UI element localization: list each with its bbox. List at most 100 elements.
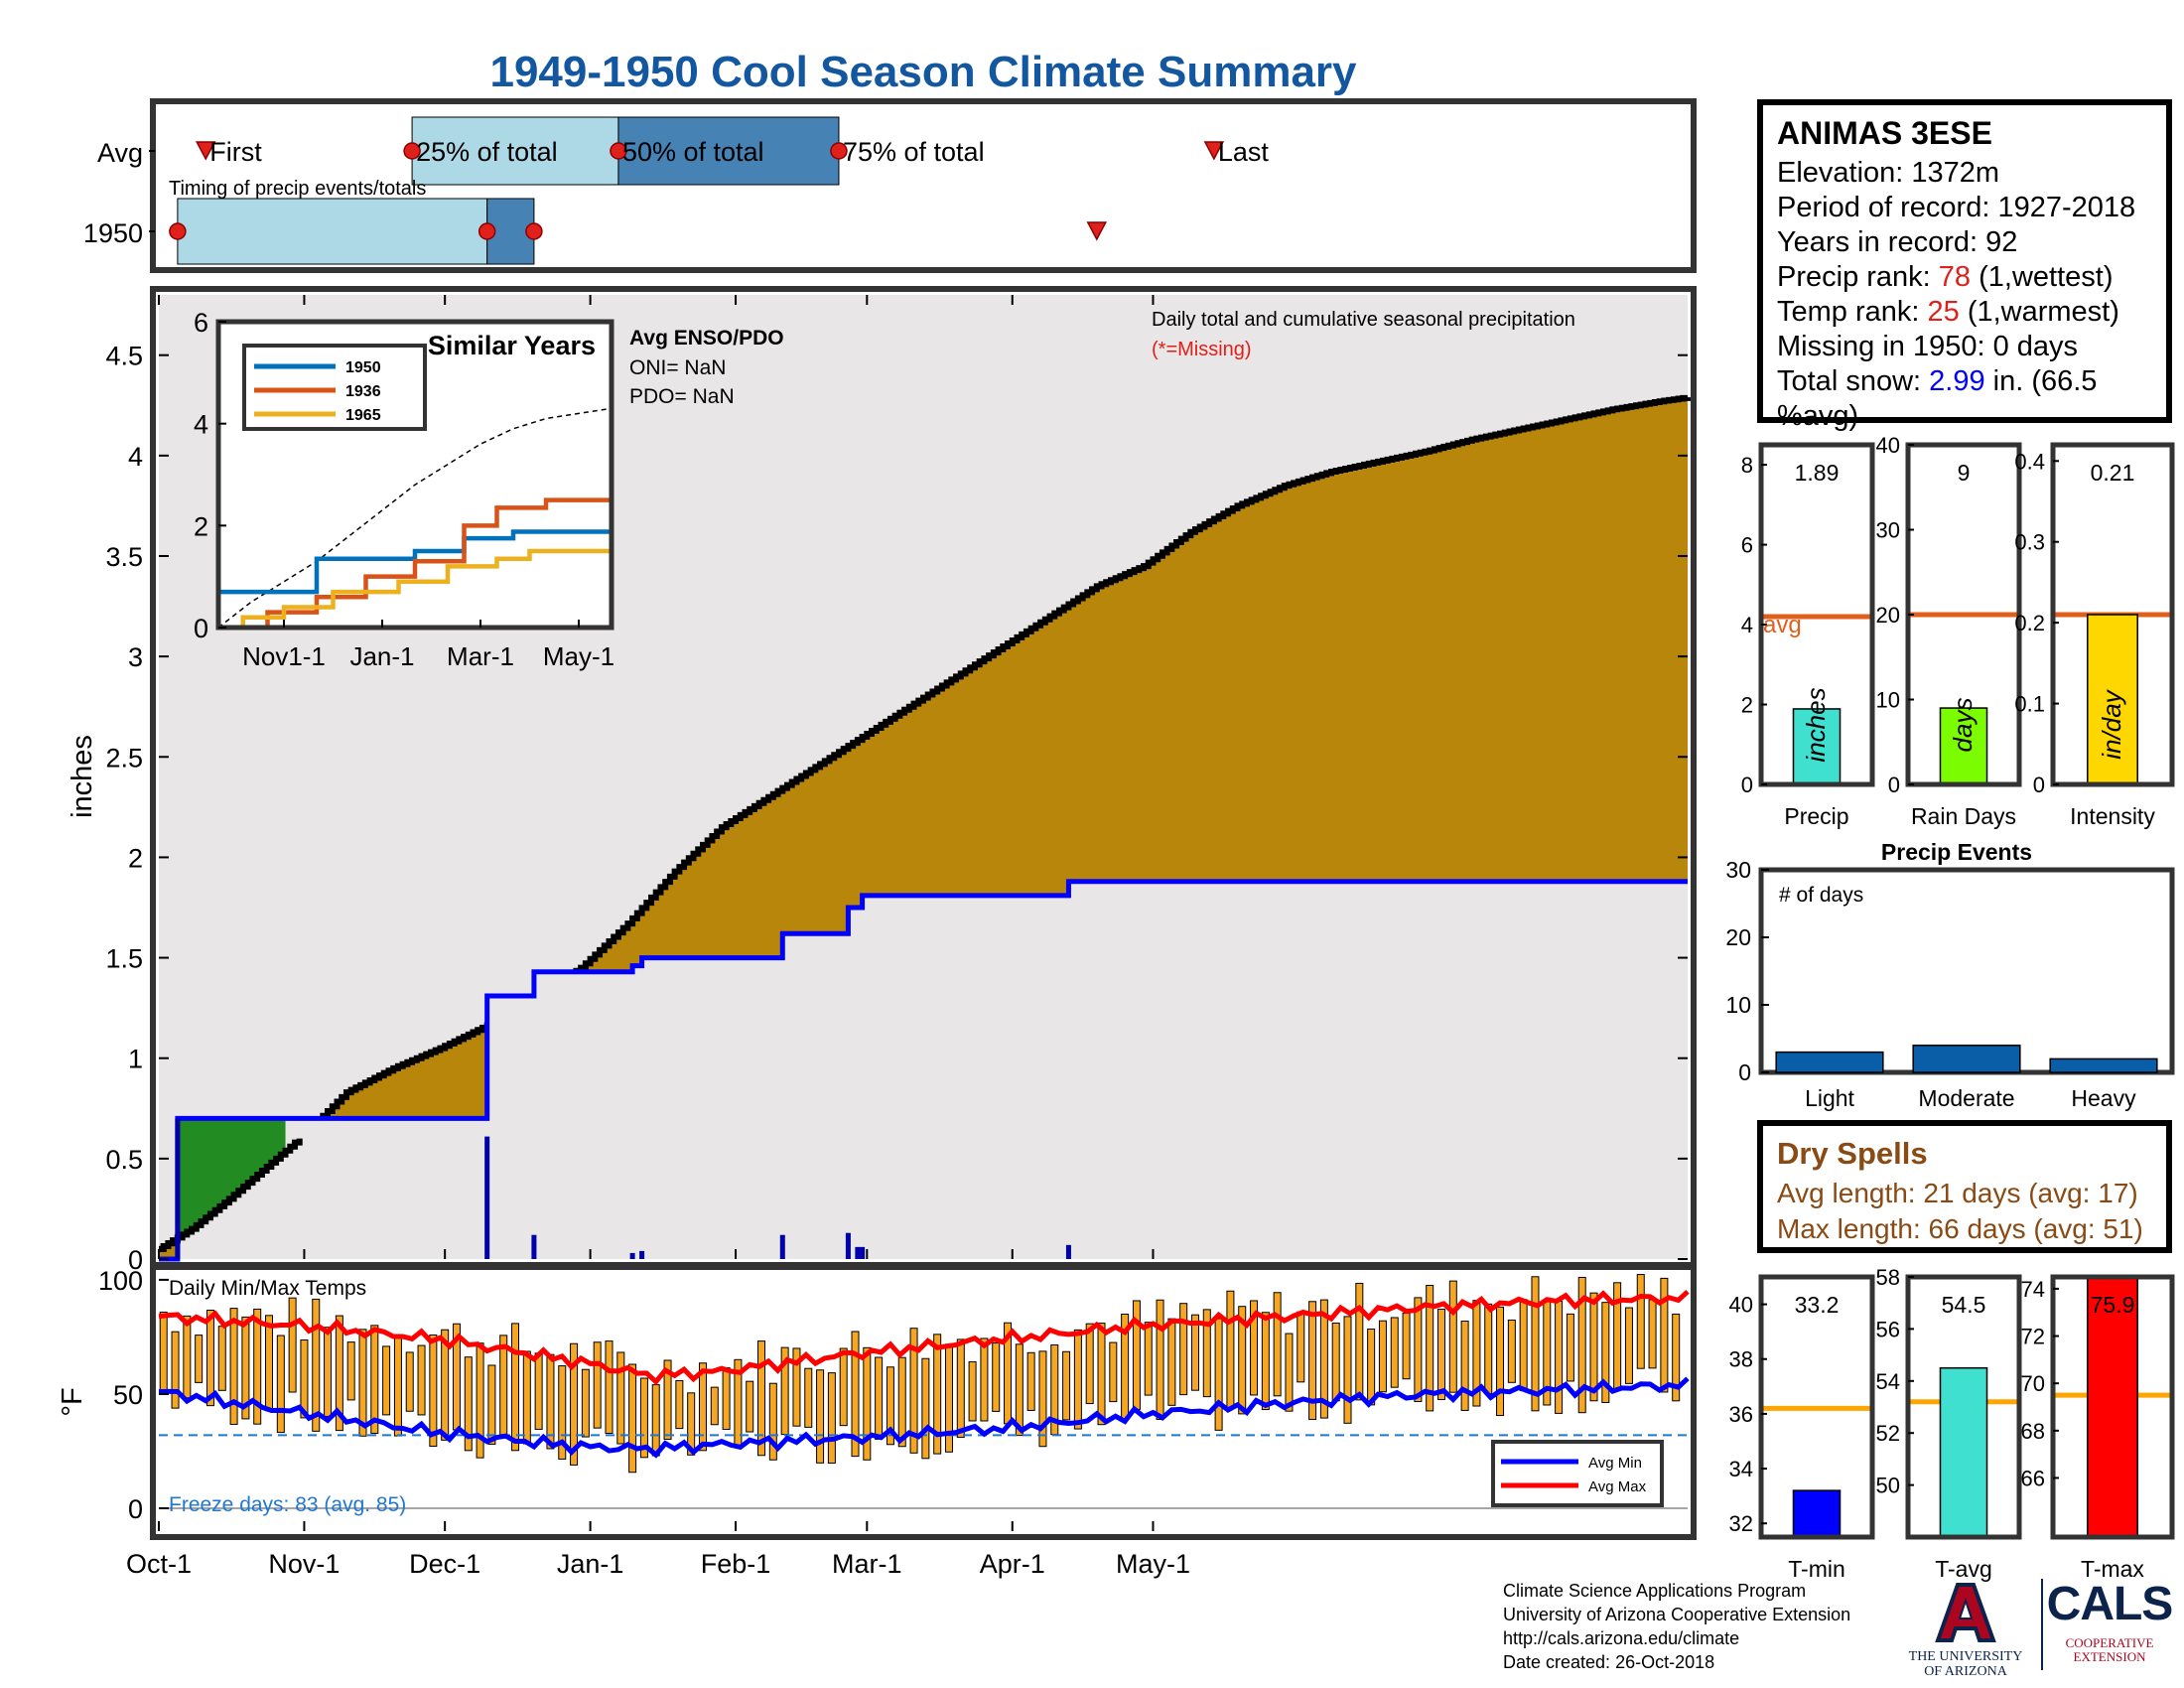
inset-legend-label: 1950 xyxy=(345,359,381,376)
daily-temp-bar xyxy=(346,1341,355,1401)
daily-temp-bar xyxy=(1214,1318,1223,1431)
daily-temp-bar xyxy=(1097,1323,1106,1426)
daily-temp-bar xyxy=(1448,1280,1457,1393)
stat-y-tick-label: 34 xyxy=(1729,1457,1753,1481)
stat-y-tick-label: 66 xyxy=(2021,1466,2045,1490)
stat-y-tick-label: 10 xyxy=(1876,688,1900,713)
timeline-caption: Timing of precip events/totals xyxy=(169,178,426,200)
stat-bar-T-max xyxy=(2087,1276,2138,1538)
daily-temp-bar xyxy=(1308,1301,1317,1421)
stat-frame xyxy=(2050,442,2175,787)
daily-temp-bar xyxy=(1555,1300,1564,1414)
y-tick-label: 1.5 xyxy=(105,944,143,974)
month-label: Apr-1 xyxy=(980,1549,1045,1579)
stat-y-tick-label: 0 xyxy=(1741,773,1753,797)
inset-y-tick-label: 0 xyxy=(194,614,208,643)
similar-years-inset: 0 2 4 6 Nov1-1 Jan-1 Mar-1 May-1 Similar Years 19… xyxy=(194,308,784,671)
daily-temp-bar xyxy=(1414,1297,1423,1403)
daily-temp-bar xyxy=(875,1356,884,1440)
y-tick-label: 4.5 xyxy=(105,342,143,371)
years-in-record: Years in record: 92 xyxy=(1777,226,2018,258)
oni-value: ONI= NaN xyxy=(629,356,726,379)
daily-temp-bar xyxy=(534,1352,543,1430)
daily-precip-bar xyxy=(175,1118,181,1259)
daily-temp-bar xyxy=(1331,1322,1340,1402)
daily-temp-bar xyxy=(687,1392,696,1456)
university-of-arizona-logo: THE UNIVERSITY OF ARIZONA xyxy=(1906,1581,2025,1679)
avg-max-line xyxy=(158,1289,1690,1386)
period-of-record: Period of record: 1927-2018 xyxy=(1777,192,2136,223)
stat-category-label: T-min xyxy=(1788,1556,1845,1582)
daily-temp-bar xyxy=(1261,1312,1270,1411)
avg-q1-block xyxy=(411,116,619,186)
daily-temp-bar xyxy=(628,1363,637,1474)
total-snow: Total snow: 2.99 in. (66.5 xyxy=(1777,365,2098,397)
stat-unit-label: in/day xyxy=(2097,688,2126,759)
daily-temp-bar xyxy=(1073,1329,1082,1430)
event-y-tick-label: 20 xyxy=(1725,924,1751,950)
daily-temp-bar xyxy=(593,1341,602,1429)
row-label-Avg: Avg xyxy=(97,138,143,168)
daily-temp-bar xyxy=(217,1326,226,1391)
footer-university: University of Arizona Cooperative Extens… xyxy=(1503,1605,1851,1624)
daily-temp-bar xyxy=(358,1329,367,1437)
daily-precip-bar xyxy=(855,1246,861,1259)
avg-min-line xyxy=(158,1376,1690,1459)
avg-marker-label: 75% of total xyxy=(843,137,985,167)
daily-temp-bar xyxy=(1026,1351,1035,1411)
daily-temp-bar xyxy=(1202,1309,1211,1398)
daily-temp-bar xyxy=(1601,1302,1610,1403)
station-info-box: ANIMAS 3ESE Elevation: 1372m Period of r… xyxy=(1757,99,2172,432)
daily-temp-bar xyxy=(1156,1299,1164,1420)
stat-y-tick-label: 70 xyxy=(2021,1371,2045,1396)
daily-temp-bar xyxy=(1589,1292,1598,1402)
daily-temp-bar xyxy=(464,1356,473,1452)
stat-value-label: 54.5 xyxy=(1942,1292,1986,1318)
daily-temp-bar xyxy=(921,1357,930,1460)
footer-date: Date created: 26-Oct-2018 xyxy=(1503,1652,1715,1672)
avg-marker-dot xyxy=(403,142,421,160)
daily-temp-bar xyxy=(1297,1311,1305,1383)
daily-temp-bar xyxy=(1250,1300,1259,1396)
daily-temp-bar xyxy=(675,1379,684,1430)
event-category-label: Moderate xyxy=(1918,1085,2014,1111)
daily-temp-bar xyxy=(1426,1285,1434,1412)
inset-x-tick-label: Nov1-1 xyxy=(242,641,326,671)
timeline-panel: Avg 1950 Timing of precip events/totals Fir… xyxy=(83,98,1697,273)
inset-y-tick-label: 4 xyxy=(194,410,208,440)
daily-temp-bar xyxy=(651,1384,660,1457)
temp-legend-label: Avg Max xyxy=(1588,1478,1647,1495)
stat-unit-label: days xyxy=(1948,698,1978,753)
daily-temp-bar xyxy=(1460,1321,1469,1411)
stat-bar-Precip xyxy=(1792,708,1842,785)
daily-temp-bar xyxy=(335,1315,343,1432)
ua-wordmark-2: OF ARIZONA xyxy=(1924,1664,2007,1679)
daily-temp-bar xyxy=(581,1368,590,1438)
precip-rank: Precip rank: 78 (1,wettest) xyxy=(1777,261,2114,293)
stat-frame xyxy=(1758,1274,1875,1540)
stat-y-tick-label: 30 xyxy=(1876,518,1900,543)
daily-temp-bar xyxy=(1624,1307,1633,1384)
daily-precip-bar xyxy=(860,1246,866,1259)
daily-temp-bar xyxy=(1038,1350,1047,1448)
inset-series-1936 xyxy=(218,492,614,631)
stat-y-tick-label: 0 xyxy=(1888,773,1900,797)
cals-sub-1: COOPERATIVE xyxy=(2065,1635,2154,1650)
stat-y-tick-label: 58 xyxy=(1876,1265,1900,1290)
month-label: Feb-1 xyxy=(701,1549,771,1579)
daily-temp-bar xyxy=(1436,1309,1445,1401)
avg-cumulative-line-early xyxy=(159,1138,303,1252)
avg-q2-block xyxy=(617,116,840,186)
dry-spell-avg-length: Avg length: 21 days (avg: 17) xyxy=(1777,1178,2138,1208)
daily-temp-bar xyxy=(499,1335,508,1436)
avg-marker-text: avg xyxy=(1763,612,1802,638)
daily-temp-bar xyxy=(324,1327,333,1417)
daily-temp-bar xyxy=(312,1298,321,1432)
temp-y-tick-label: 0 xyxy=(128,1494,143,1524)
stat-y-tick-label: 0.3 xyxy=(2014,530,2045,555)
temp-y-tick-label: 50 xyxy=(113,1380,143,1410)
stat-frame xyxy=(1905,1274,2022,1540)
stat-bar-Rain Days xyxy=(1939,707,1988,785)
daily-temp-bar xyxy=(768,1382,777,1461)
cals-sub-2: EXTENSION xyxy=(2073,1649,2146,1664)
